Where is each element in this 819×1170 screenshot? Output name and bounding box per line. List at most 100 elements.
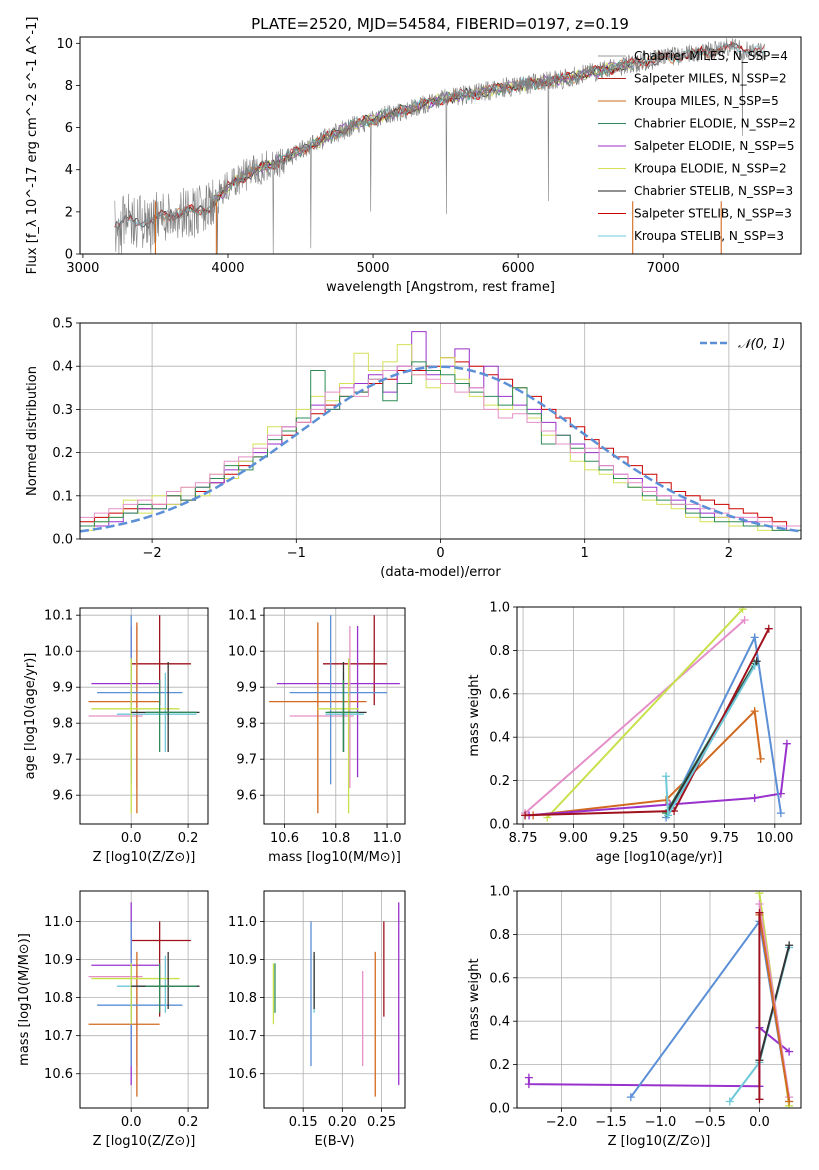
x-tick-label: 0.0 xyxy=(121,1115,142,1130)
weight-point-marker xyxy=(524,1080,533,1089)
weight-series-line xyxy=(529,743,788,817)
y-tick-label: 0.8 xyxy=(489,644,510,659)
legend-label: Chabrier STELIB, N_SSP=3 xyxy=(634,184,793,198)
y-tick-label: 0.2 xyxy=(489,774,510,789)
x-tick-label: 9.25 xyxy=(609,831,638,846)
weight-point-marker xyxy=(626,1093,635,1102)
axes-frame xyxy=(263,890,406,1109)
age-vs-mass-panel: 10.6 10.8 11.0 9.6 9.7 9.8 9.9 10.0 10.1 mass [lo… xyxy=(228,607,406,865)
weight-point-marker xyxy=(755,908,764,917)
x-tick-label: 8.75 xyxy=(509,831,538,846)
x-tick-label: 9.75 xyxy=(710,831,739,846)
x-tick-label: 0.20 xyxy=(328,1115,357,1130)
y-tick-label: 9.8 xyxy=(236,717,257,732)
model-spectrum-line xyxy=(213,61,634,202)
x-tick-label: 0.2 xyxy=(178,1115,199,1130)
weight-point-marker xyxy=(752,657,761,666)
x-tick-label: 10.6 xyxy=(270,831,299,846)
weight-series-line xyxy=(525,628,770,817)
mass-vs-extinction-panel: 0.15 0.20 0.25 10.6 10.7 10.8 10.9 11.0 E(B-V) xyxy=(228,890,406,1149)
plot-area xyxy=(88,902,200,1097)
y-tick-label: 0.6 xyxy=(489,687,510,702)
weight-point-marker xyxy=(521,811,530,820)
legend-label: Chabrier ELODIE, N_SSP=2 xyxy=(634,117,796,131)
x-tick-label: 10.8 xyxy=(321,831,350,846)
y-tick-label: 11.0 xyxy=(44,915,73,930)
weight-point-marker xyxy=(755,900,764,909)
weight-series-line xyxy=(758,914,791,1102)
spectrum-panel: 3000 4000 5000 6000 7000 0 2 4 6 8 10 wavelength [A… xyxy=(25,17,802,295)
y-tick-label: 9.7 xyxy=(52,753,73,768)
y-tick-label: 10.0 xyxy=(228,645,257,660)
weight-point-marker xyxy=(782,739,791,748)
x-tick-label: 0.2 xyxy=(178,831,199,846)
weight-point-marker xyxy=(662,796,671,805)
weight-point-marker xyxy=(662,772,671,781)
x-tick-label: −2.0 xyxy=(546,1115,578,1130)
x-tick-label: 0.25 xyxy=(367,1115,396,1130)
weight-point-marker xyxy=(738,607,747,614)
spectrum-title: PLATE=2520, MJD=54584, FIBERID=0197, z=0… xyxy=(251,15,629,33)
y-tick-label: 0.4 xyxy=(52,360,73,375)
y-tick-label: 11.0 xyxy=(228,915,257,930)
weight-point-marker xyxy=(750,661,759,670)
weight-point-marker xyxy=(785,941,794,950)
weight-series-line xyxy=(546,608,744,819)
x-tick-label: −2 xyxy=(143,546,162,561)
axes-frame xyxy=(79,607,209,825)
x-tick-label: 5000 xyxy=(356,261,389,276)
legend-label: Salpeter STELIB, N_SSP=3 xyxy=(634,207,792,221)
x-tick-label: 3000 xyxy=(66,261,99,276)
y-tick-label: 1.0 xyxy=(489,601,510,616)
axes-frame xyxy=(516,890,802,1109)
normal-distribution-curve xyxy=(80,365,801,533)
y-tick-label: 0.4 xyxy=(489,1015,510,1030)
y-axis-label: mass weight xyxy=(467,674,482,756)
residuals-panel: −2 −1 0 1 2 0.0 0.1 0.2 0.3 0.4 0.5 (data-model)/er… xyxy=(25,317,802,580)
weight-point-marker xyxy=(785,1047,794,1056)
plot-area xyxy=(524,891,794,1108)
y-tick-label: 10.1 xyxy=(228,609,257,624)
legend-label: Salpeter ELODIE, N_SSP=5 xyxy=(634,139,795,153)
x-axis-label: (data-model)/error xyxy=(380,565,501,580)
y-tick-label: 0.1 xyxy=(52,489,73,504)
y-tick-label: 8 xyxy=(65,79,73,94)
x-tick-label: 11.0 xyxy=(373,831,402,846)
y-tick-label: 9.8 xyxy=(52,717,73,732)
axes-frame xyxy=(516,606,802,825)
y-tick-label: 0.3 xyxy=(52,403,73,418)
x-tick-label: 6000 xyxy=(502,261,535,276)
y-tick-label: 0.2 xyxy=(489,1058,510,1073)
plot-area xyxy=(114,38,765,254)
legend-label: Kroupa ELODIE, N_SSP=2 xyxy=(634,162,787,176)
y-tick-label: 9.7 xyxy=(236,753,257,768)
y-tick-label: 10.7 xyxy=(228,1029,257,1044)
weight-point-marker xyxy=(740,616,749,625)
weight-series-line xyxy=(532,709,762,817)
model-spectrum-line xyxy=(213,61,634,206)
y-tick-label: 0.4 xyxy=(489,731,510,746)
y-tick-label: 9.6 xyxy=(236,789,257,804)
y-tick-label: 0.0 xyxy=(489,1102,510,1117)
x-tick-label: 1 xyxy=(581,546,589,561)
y-tick-label: 0.2 xyxy=(52,446,73,461)
legend-label: Salpeter MILES, N_SSP=2 xyxy=(634,72,787,86)
y-tick-label: 0.6 xyxy=(489,971,510,986)
axes-frame xyxy=(79,36,802,255)
y-tick-label: 10.9 xyxy=(228,953,257,968)
axes-frame xyxy=(79,890,209,1109)
y-axis-label: Normed distribution xyxy=(25,366,40,496)
y-tick-label: 0.5 xyxy=(52,317,73,332)
x-axis-label: E(B-V) xyxy=(314,1134,354,1149)
weight-point-marker xyxy=(785,1097,794,1106)
plot-area xyxy=(80,331,801,539)
y-tick-label: 10.7 xyxy=(44,1029,73,1044)
y-tick-label: 10.6 xyxy=(44,1067,73,1082)
weight-point-marker xyxy=(750,707,759,716)
weight-vs-metallicity-panel: −2.0 −1.5 −1.0 −0.5 0.0 0.0 0.2 0.4 0.6 0.8 1.0 Z [… xyxy=(467,885,802,1149)
x-axis-label: Z [log10(Z/Z⊙)] xyxy=(93,1134,196,1149)
x-tick-label: 0.0 xyxy=(121,831,142,846)
y-tick-label: 10.8 xyxy=(228,991,257,1006)
y-tick-label: 6 xyxy=(65,121,73,136)
